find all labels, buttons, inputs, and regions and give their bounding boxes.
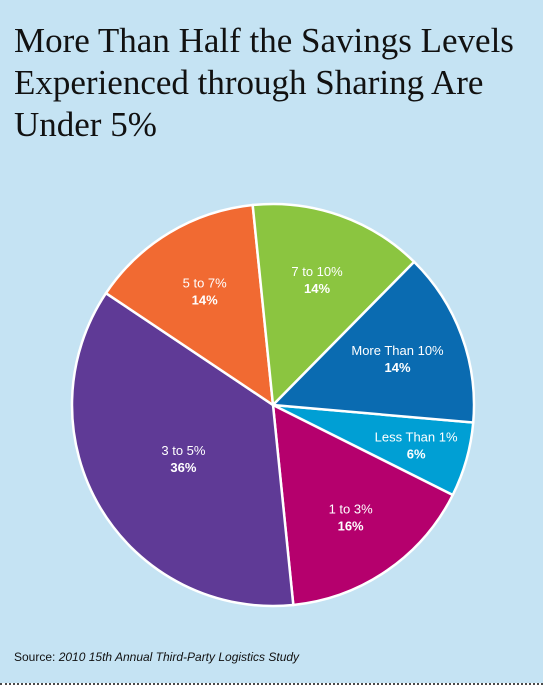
slice-value-3: 36% <box>170 460 196 475</box>
source-prefix: Source: <box>14 650 56 664</box>
slice-label-3: 3 to 5% <box>161 443 206 458</box>
pie-slice-4 <box>104 203 275 407</box>
slice-value-5: 14% <box>304 281 330 296</box>
slice-value-4: 14% <box>192 292 218 307</box>
pie-slice-3 <box>70 291 295 608</box>
dotted-divider <box>0 683 543 685</box>
chart-title: More Than Half the Savings Levels Experi… <box>14 21 514 144</box>
source-note: Source: 2010 15th Annual Third-Party Log… <box>14 650 299 664</box>
pie-slice-5 <box>251 202 416 407</box>
slice-label-5: 7 to 10% <box>291 264 343 279</box>
slice-value-1: 6% <box>407 446 426 461</box>
slice-value-6: 14% <box>384 360 410 375</box>
slice-label-1: Less Than 1% <box>375 429 458 444</box>
source-citation: 2010 15th Annual Third-Party Logistics S… <box>58 650 300 664</box>
pie-slice-6 <box>271 260 476 424</box>
slice-label-4: 5 to 7% <box>183 275 228 290</box>
slice-label-6: More Than 10% <box>351 343 444 358</box>
slice-label-2: 1 to 3% <box>329 502 374 517</box>
pie-slice-2 <box>271 403 454 607</box>
slice-value-2: 16% <box>338 519 364 534</box>
